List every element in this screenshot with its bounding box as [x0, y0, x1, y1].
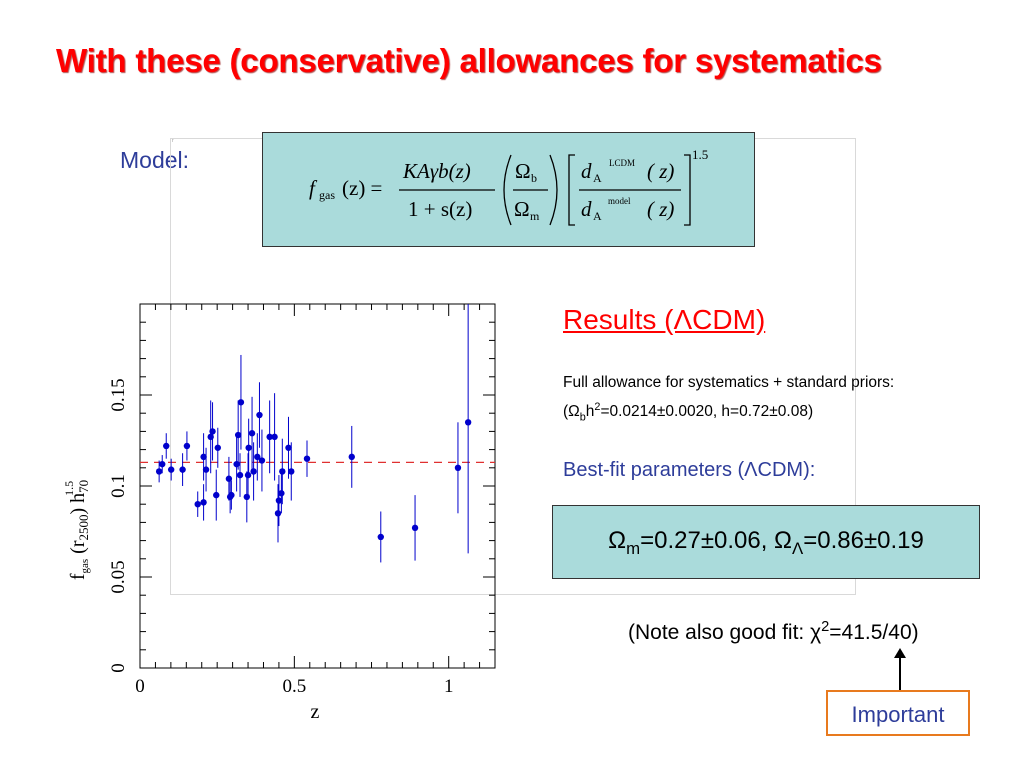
data-point — [163, 442, 170, 450]
frame-mark: r — [172, 138, 174, 144]
data-point — [209, 428, 216, 435]
y-tick-label: 0 — [108, 663, 129, 673]
data-point — [214, 444, 221, 451]
bestfit-label: Best-fit parameters (ΛCDM): — [563, 459, 816, 481]
plot-frame — [139, 303, 496, 669]
formula-omega-m: Ω — [514, 197, 530, 221]
data-point — [200, 499, 207, 506]
fgas-scatter-chart: 0 0.5 1 0 0.05 0.1 0.15 fgas (r2500) h701.5 z — [62, 303, 496, 723]
data-point — [234, 431, 242, 439]
data-point — [411, 524, 419, 532]
model-formula-box: f gas (z) = KAγb(z) 1 + s(z) Ω b Ω m d A… — [262, 132, 755, 247]
up-arrow-icon — [894, 648, 906, 690]
data-point — [167, 466, 175, 473]
data-point — [464, 419, 472, 426]
data-point — [159, 460, 166, 468]
data-point — [155, 468, 163, 475]
x-axis-label: z — [311, 701, 320, 723]
formula-lcdm-sup: LCDM — [609, 158, 635, 168]
data-point — [213, 491, 220, 499]
formula-omega-b-sub: b — [531, 171, 537, 185]
model-label: Model: — [120, 147, 190, 173]
data-point — [288, 468, 295, 475]
data-point — [248, 430, 256, 437]
x-tick-label: 1 — [444, 676, 454, 697]
y-tick-label: 0.1 — [108, 474, 129, 498]
data-point — [233, 460, 240, 468]
data-point — [377, 533, 384, 541]
formula-num1: KAγb(z) — [402, 159, 471, 183]
formula-arg-top: ( z) — [647, 159, 674, 183]
x-tick-label: 0 — [135, 676, 145, 697]
formula-omega-m-sub: m — [530, 209, 540, 223]
results-title: Results (ΛCDM) — [563, 304, 766, 335]
important-label: Important — [851, 702, 945, 727]
data-point — [194, 501, 201, 508]
model-formula: f gas (z) = KAγb(z) 1 + s(z) Ω b Ω m d A… — [309, 147, 708, 226]
y-tick-label: 0.05 — [108, 560, 129, 593]
formula-d-bot: d — [581, 197, 592, 221]
data-point — [254, 453, 261, 461]
data-point — [274, 510, 282, 517]
data-point — [236, 471, 244, 479]
important-callout: Important — [826, 690, 970, 736]
data-point — [202, 466, 210, 473]
formula-omega-b: Ω — [515, 159, 531, 183]
data-point — [278, 490, 285, 497]
data-point — [245, 444, 252, 451]
data-point — [348, 453, 355, 461]
formula-den1: 1 + s(z) — [408, 197, 472, 221]
formula-a-top: A — [593, 171, 602, 185]
data-point — [256, 411, 263, 419]
x-tick-label: 0.5 — [282, 676, 306, 697]
data-point — [271, 433, 278, 441]
data-point — [179, 466, 186, 473]
data-point — [303, 455, 311, 462]
data-point — [243, 493, 251, 501]
data-point — [228, 491, 235, 499]
data-point — [183, 442, 191, 450]
result-box: Ωm=0.27±0.06, ΩΛ=0.86±0.19 — [552, 505, 980, 579]
chi-square-note: (Note also good fit: χ2=41.5/40) — [628, 619, 919, 644]
formula-d-top: d — [581, 159, 592, 183]
formula-f: f — [309, 176, 318, 200]
y-axis-label: fgas (r2500) h701.5 — [62, 480, 91, 580]
allowance-text-line2: (Ωbh2=0.0214±0.0020, h=0.72±0.08) — [563, 401, 814, 424]
y-tick-label: 0.15 — [108, 378, 129, 411]
slide-title: With these (conservative) allowances for… — [56, 42, 882, 79]
data-point — [244, 471, 252, 479]
formula-f-sub: gas — [319, 188, 335, 202]
formula-lhs-arg: (z) = — [342, 176, 382, 200]
data-point — [200, 453, 207, 461]
formula-model-sup: model — [608, 196, 631, 206]
data-point — [225, 475, 233, 482]
data-point — [275, 497, 283, 504]
formula-arg-bot: ( z) — [647, 197, 674, 221]
allowance-text-line1: Full allowance for systematics + standar… — [563, 374, 895, 391]
formula-exponent: 1.5 — [692, 147, 708, 162]
data-point — [258, 457, 266, 464]
data-point — [279, 468, 286, 475]
data-point — [237, 399, 245, 406]
data-point — [454, 464, 462, 471]
data-point — [250, 468, 257, 475]
formula-a-bot: A — [593, 209, 602, 223]
result-values: Ωm=0.27±0.06, ΩΛ=0.86±0.19 — [608, 527, 924, 558]
data-point — [266, 433, 273, 441]
data-point — [285, 444, 292, 451]
